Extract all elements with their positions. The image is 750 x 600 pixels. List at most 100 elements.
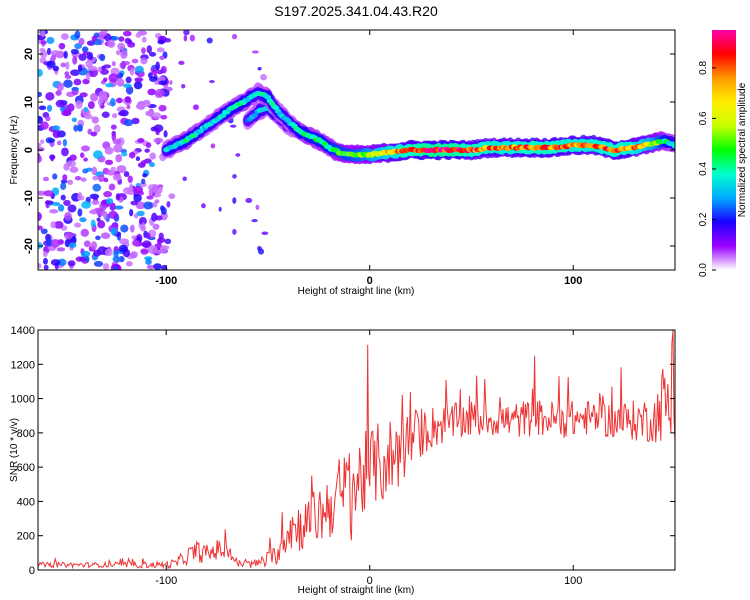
- noise-mark: [69, 154, 77, 161]
- noise-mark: [40, 228, 48, 235]
- snr-ytick-label: 600: [17, 462, 35, 474]
- colorbar-tick-label: 0.2: [698, 212, 709, 226]
- noise-mark: [70, 48, 79, 55]
- noise-mark: [116, 78, 125, 87]
- noise-mark: [153, 201, 158, 208]
- noise-mark: [148, 72, 153, 79]
- noise-mark: [145, 232, 151, 240]
- noise-mark: [125, 85, 134, 95]
- colorbar-ticks: 0.0 0.2 0.4 0.6 0.8: [698, 61, 716, 277]
- noise-mark: [60, 179, 68, 184]
- noise-mark: [38, 212, 42, 221]
- spectrogram-ytick-label: -20: [23, 238, 35, 254]
- noise-mark: [73, 78, 82, 86]
- noise-mark: [129, 67, 135, 76]
- spectrogram-ytick-label: 20: [23, 48, 35, 60]
- noise-mark: [71, 86, 79, 91]
- noise-mark: [157, 186, 163, 194]
- noise-mark: [112, 138, 122, 145]
- noise-mark: [235, 153, 241, 157]
- noise-mark: [164, 38, 172, 43]
- noise-mark: [103, 77, 108, 82]
- noise-mark: [83, 106, 89, 112]
- noise-mark: [67, 103, 75, 112]
- snr-xlabel: Height of straight line (km): [298, 585, 415, 596]
- noise-mark: [112, 173, 122, 181]
- colorbar-tick-label: 0.0: [698, 263, 709, 277]
- noise-mark: [133, 185, 144, 194]
- noise-mark: [80, 177, 87, 182]
- noise-mark: [67, 260, 76, 267]
- noise-mark: [160, 205, 165, 212]
- noise-mark: [117, 42, 126, 51]
- noise-mark: [60, 33, 69, 40]
- colorbar-tick-label: 0.8: [698, 61, 709, 75]
- noise-mark: [80, 152, 85, 159]
- noise-mark: [108, 183, 116, 191]
- noise-mark: [103, 177, 109, 183]
- spectrogram-ytick-label: -10: [23, 190, 35, 206]
- noise-mark: [168, 193, 176, 200]
- noise-mark: [114, 205, 124, 210]
- noise-mark: [112, 255, 121, 263]
- noise-mark: [90, 131, 98, 137]
- snr-background: [38, 330, 675, 570]
- noise-mark: [201, 203, 206, 209]
- noise-mark: [134, 77, 144, 82]
- noise-mark: [38, 263, 42, 269]
- noise-mark: [43, 264, 49, 270]
- noise-mark: [157, 39, 165, 45]
- noise-mark: [68, 242, 77, 249]
- noise-mark: [129, 183, 134, 192]
- noise-mark: [84, 114, 93, 120]
- noise-mark: [83, 157, 88, 162]
- noise-mark: [169, 80, 173, 85]
- colorbar-tick-label: 0.6: [698, 111, 709, 125]
- noise-mark: [107, 39, 116, 49]
- noise-mark: [189, 34, 195, 42]
- noise-mark: [78, 53, 87, 61]
- noise-mark: [58, 42, 66, 50]
- noise-mark: [115, 97, 124, 104]
- noise-mark: [133, 81, 143, 90]
- noise-mark: [146, 257, 152, 263]
- noise-mark: [90, 209, 97, 215]
- noise-mark: [92, 175, 99, 181]
- noise-mark: [137, 137, 145, 143]
- spectrogram-xlabel: Height of straight line (km): [298, 286, 415, 297]
- noise-mark: [43, 190, 54, 197]
- noise-mark: [181, 84, 186, 89]
- noise-mark: [66, 160, 77, 167]
- noise-mark: [90, 241, 98, 250]
- noise-mark: [77, 192, 83, 200]
- noise-mark: [77, 124, 83, 132]
- noise-mark: [50, 50, 60, 56]
- noise-mark: [157, 238, 163, 245]
- noise-mark: [81, 201, 92, 209]
- noise-mark: [56, 140, 62, 146]
- spectrogram-ytick-label: 0: [23, 147, 35, 153]
- noise-mark: [38, 147, 45, 152]
- noise-mark: [145, 110, 154, 117]
- noise-mark: [80, 228, 89, 237]
- noise-mark: [60, 182, 67, 190]
- noise-mark: [149, 152, 156, 160]
- noise-mark: [50, 239, 61, 248]
- noise-mark: [121, 151, 128, 157]
- noise-mark: [100, 68, 109, 75]
- noise-mark: [152, 223, 160, 230]
- noise-mark: [116, 50, 121, 56]
- noise-mark: [111, 35, 119, 41]
- noise-mark: [149, 162, 155, 168]
- noise-mark: [139, 182, 147, 188]
- noise-mark: [178, 60, 185, 66]
- noise-mark: [62, 139, 68, 147]
- noise-mark: [70, 69, 80, 76]
- noise-mark: [130, 251, 138, 259]
- noise-mark: [61, 147, 69, 157]
- noise-mark: [97, 220, 106, 229]
- noise-mark: [51, 201, 61, 207]
- noise-mark: [51, 125, 61, 131]
- noise-mark: [115, 193, 121, 201]
- noise-mark: [143, 201, 153, 210]
